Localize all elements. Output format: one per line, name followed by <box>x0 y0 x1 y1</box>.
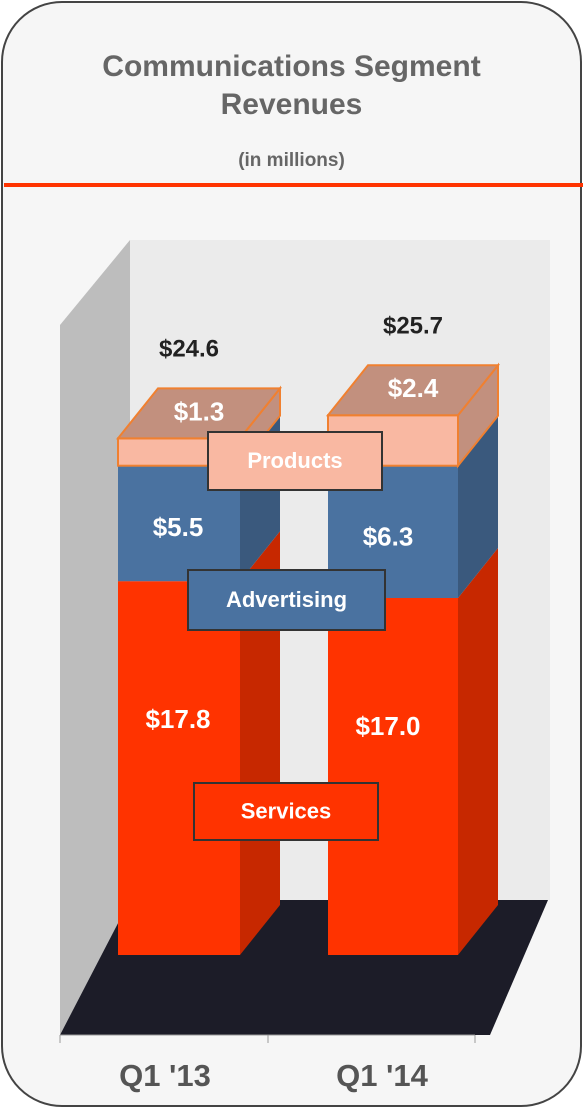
chart-subtitle: (in millions) <box>238 150 345 171</box>
data-label: $17.0 <box>355 711 420 741</box>
legend-label: Advertising <box>226 587 347 612</box>
legend-label: Products <box>247 448 342 473</box>
x-tick-label: Q1 '13 <box>119 1058 211 1093</box>
total-label: $25.7 <box>383 313 443 340</box>
data-label: $1.3 <box>174 396 225 426</box>
chart-title: Communications Segment Revenues <box>102 50 481 121</box>
bar-segment <box>118 581 240 955</box>
data-label: $5.5 <box>153 512 204 542</box>
bar-top <box>115 387 283 440</box>
bar-side <box>458 548 498 955</box>
total-label: $24.6 <box>159 336 219 363</box>
bar-top <box>325 364 501 417</box>
legend-box <box>207 431 383 491</box>
bar-segment <box>328 598 458 955</box>
legend-box <box>187 569 386 631</box>
data-label: $2.4 <box>388 373 439 403</box>
legend-box <box>193 782 379 841</box>
bar-side <box>240 531 280 955</box>
side-wall <box>60 240 130 1035</box>
data-label: $17.8 <box>145 704 210 734</box>
x-tick-label: Q1 '14 <box>336 1058 429 1093</box>
data-label: $6.3 <box>363 521 414 551</box>
legend-label: Services <box>241 798 332 823</box>
bar-side <box>458 415 498 598</box>
